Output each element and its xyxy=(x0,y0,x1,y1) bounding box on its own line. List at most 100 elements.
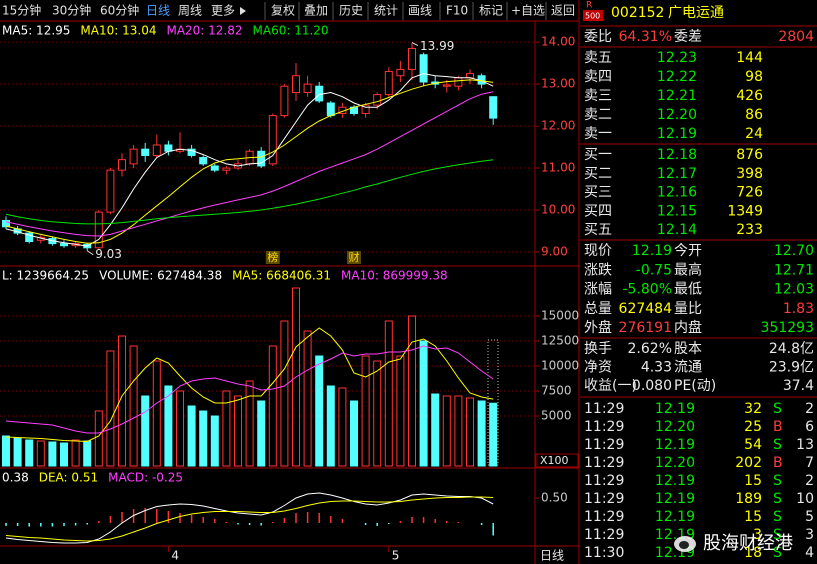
volume-bar xyxy=(118,335,126,467)
trade-side: S xyxy=(773,509,782,525)
tool-button[interactable]: 叠加 xyxy=(304,4,328,18)
tool-button[interactable]: F10 xyxy=(446,4,468,18)
period-tab[interactable]: 周线 xyxy=(178,4,202,18)
trade-time: 11:30 xyxy=(584,545,624,561)
bid-price: 12.15 xyxy=(657,203,697,219)
candle-body xyxy=(384,71,393,96)
volume-bar xyxy=(280,320,289,467)
volume-bar xyxy=(199,410,208,467)
candle-body xyxy=(60,243,68,247)
period-tab[interactable]: 30分钟 xyxy=(52,3,91,18)
trade-count: 3 xyxy=(805,527,814,543)
volume-bar xyxy=(419,340,428,467)
field-label: 今开 xyxy=(674,243,702,259)
ask-price: 12.20 xyxy=(657,107,697,123)
field-value: 37.4 xyxy=(783,378,814,394)
volume-bar xyxy=(176,390,184,467)
more-arrow xyxy=(240,7,246,15)
legend-entry: MA5: 668406.31 xyxy=(232,269,331,283)
field-label: 涨跌 xyxy=(584,262,612,278)
volume-bar xyxy=(94,410,103,467)
bid-label: 买四 xyxy=(584,203,612,219)
volume-bar xyxy=(326,385,335,467)
ask-label: 卖二 xyxy=(584,107,612,123)
ma-line xyxy=(5,492,494,544)
trade-time: 11:29 xyxy=(584,419,624,435)
field-value: 1.83 xyxy=(783,301,814,317)
x-tick-label: 4 xyxy=(171,549,179,563)
volume-bar xyxy=(442,395,451,467)
field-label: 最低 xyxy=(674,282,702,298)
tool-button[interactable]: 画线 xyxy=(408,4,432,18)
tool-button[interactable]: 历史 xyxy=(339,4,363,18)
trade-volume: 54 xyxy=(744,437,762,453)
trade-side: B xyxy=(773,455,783,471)
tool-button[interactable]: 标记 xyxy=(479,4,503,18)
trade-side: B xyxy=(773,419,783,435)
volume-bar xyxy=(25,439,34,467)
plots: 9.00 10.00 11.00 12.00 13.00 14.00 MA5: 12.95 M… xyxy=(0,24,579,563)
trade-price: 12.19 xyxy=(655,491,695,507)
legend-entry: MA10: 13.04 xyxy=(80,24,156,38)
tool-button[interactable]: 返回 xyxy=(551,4,575,18)
period-tab[interactable]: 60分钟 xyxy=(100,3,139,18)
ma-line xyxy=(5,79,494,244)
volume-bar xyxy=(187,405,196,467)
volume-bar xyxy=(83,440,92,467)
volume-bar xyxy=(384,320,393,467)
y-tick-label: 13.00 xyxy=(541,77,575,91)
volume-bar xyxy=(60,442,68,467)
ask-price: 12.23 xyxy=(657,50,697,66)
ask-volume: 86 xyxy=(745,107,763,123)
watermark-icon-eye xyxy=(679,541,689,549)
watermark: 股海财经港 xyxy=(674,533,793,554)
volume-bar xyxy=(373,360,382,467)
volume-bar xyxy=(431,393,440,467)
field-value: 24.8亿 xyxy=(769,341,814,357)
legend-entry: 0.38 xyxy=(2,471,29,485)
candle-body xyxy=(152,144,161,156)
trade-count: 2 xyxy=(805,473,814,489)
more-menu[interactable]: 更多 xyxy=(211,4,235,18)
bid-label: 买五 xyxy=(584,222,612,238)
trade-price: 12.20 xyxy=(655,455,695,471)
trade-price: 12.19 xyxy=(655,401,695,417)
stock-name: 广电运通 xyxy=(668,5,724,21)
field-label: 涨幅 xyxy=(584,282,612,298)
trade-volume: 189 xyxy=(735,491,762,507)
period-tab[interactable]: 15分钟 xyxy=(2,3,41,18)
volume-bar xyxy=(164,385,173,467)
field-value: 12.70 xyxy=(774,243,814,259)
tool-button[interactable]: +自选 xyxy=(511,4,545,18)
candle-body xyxy=(268,115,277,165)
chart-frame: 日线 X100 xyxy=(0,0,580,564)
field-label: 量比 xyxy=(674,301,702,317)
candle-body xyxy=(257,150,266,167)
trade-volume: 202 xyxy=(735,455,762,471)
y-tick-label: 7500 xyxy=(541,384,572,398)
trade-time: 11:29 xyxy=(584,473,624,489)
volume-bar xyxy=(396,355,405,467)
bid-label: 买二 xyxy=(584,166,612,182)
candle-body xyxy=(361,104,370,114)
field-value: 12.19 xyxy=(632,243,672,259)
trade-count: 5 xyxy=(805,509,814,525)
tool-button[interactable]: 统计 xyxy=(374,4,398,18)
trade-volume: 32 xyxy=(744,401,762,417)
candle-body xyxy=(94,211,103,249)
volume-bar xyxy=(141,395,150,467)
field-value: 4.33 xyxy=(641,360,672,376)
volume-bar xyxy=(268,345,277,467)
tool-button[interactable]: 复权 xyxy=(271,4,295,18)
ask-price: 12.22 xyxy=(657,69,697,85)
candle-body xyxy=(419,54,428,83)
ma-line xyxy=(5,73,494,247)
candle-body xyxy=(118,159,126,171)
candle-body xyxy=(210,165,219,171)
trade-volume: 3 xyxy=(753,527,762,543)
period-tab-active[interactable]: 日线 xyxy=(146,4,170,18)
ask-label: 卖五 xyxy=(584,50,612,66)
trade-count: 10 xyxy=(796,491,814,507)
bid-label: 买三 xyxy=(584,185,612,201)
